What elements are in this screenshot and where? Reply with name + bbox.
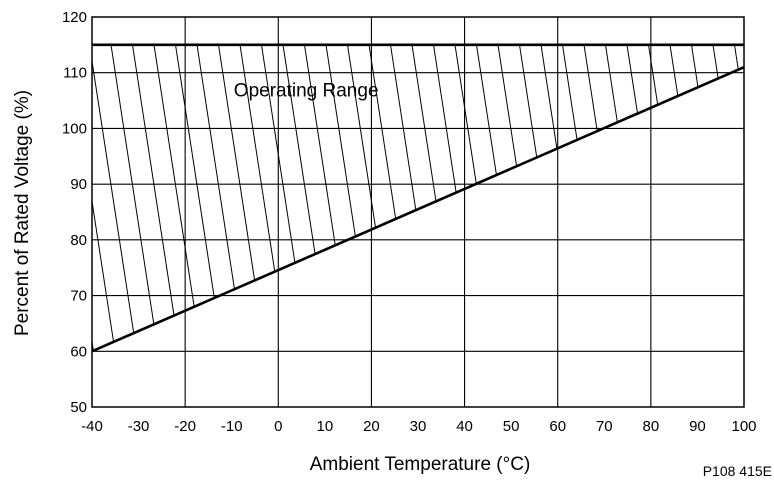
- hatch-line: [540, 44, 589, 352]
- y-tick-labels: 50 60 70 80 90 100 110 120: [62, 9, 87, 416]
- hatch-line: [92, 44, 116, 352]
- hatch-line: [669, 44, 718, 352]
- hatch-line: [756, 45, 774, 351]
- plot-frame: [91, 16, 745, 408]
- y-tick-label: 100: [62, 120, 87, 137]
- hatch-line: [562, 44, 610, 352]
- x-tick-label: 30: [410, 418, 427, 435]
- hatch-line: [390, 44, 438, 352]
- operating-range-hatch: [92, 44, 774, 352]
- hatch-line: [712, 44, 744, 352]
- x-tick-label: 80: [643, 418, 660, 435]
- x-tick-label: 40: [456, 418, 473, 435]
- figure-code: P108 415E: [703, 463, 772, 479]
- y-tick-label: 80: [70, 232, 87, 249]
- y-tick-label: 120: [62, 9, 87, 26]
- y-tick-label: 70: [70, 288, 87, 305]
- hatch-line: [153, 44, 202, 352]
- hatch-line: [605, 44, 653, 352]
- hatch-line: [110, 44, 159, 352]
- x-tick-label: 0: [274, 418, 282, 435]
- hatch-line: [92, 44, 94, 352]
- x-tick-label: 70: [596, 418, 613, 435]
- hatch-line: [691, 44, 739, 352]
- x-tick-label: -30: [128, 418, 150, 435]
- hatch-line: [476, 44, 524, 352]
- hatch-line: [583, 44, 632, 352]
- y-tick-label: 50: [70, 399, 87, 416]
- hatch-line: [454, 44, 503, 352]
- hatch-line: [497, 44, 546, 352]
- x-tick-label: 60: [549, 418, 566, 435]
- gridlines: [92, 17, 744, 407]
- operating-range-label: Operating Range: [234, 80, 379, 101]
- lower-limit-line: [91, 65, 745, 353]
- hatch-line: [411, 44, 460, 352]
- x-tick-label: 50: [503, 418, 520, 435]
- x-tick-label: -40: [81, 418, 103, 435]
- x-axis-label: Ambient Temperature (°C): [310, 454, 531, 475]
- x-tick-label: 100: [731, 418, 756, 435]
- hatch-line: [734, 44, 744, 352]
- hatch-line: [519, 44, 567, 352]
- x-tick-label: -10: [221, 418, 243, 435]
- y-axis-label: Percent of Rated Voltage (%): [12, 90, 33, 336]
- x-tick-label: 20: [363, 418, 380, 435]
- x-tick-label: -20: [174, 418, 196, 435]
- hatch-line: [92, 44, 137, 352]
- series-lines: [91, 43, 745, 353]
- y-tick-label: 60: [70, 343, 87, 360]
- x-tick-labels: -40 -30 -20 -10 0 10 20 30 40 50 60 70 80 90 100: [81, 418, 756, 435]
- hatch-line: [132, 44, 180, 352]
- y-tick-label: 90: [70, 176, 87, 193]
- y-tick-label: 110: [63, 65, 87, 82]
- x-tick-label: 10: [317, 418, 334, 435]
- x-tick-label: 90: [689, 418, 706, 435]
